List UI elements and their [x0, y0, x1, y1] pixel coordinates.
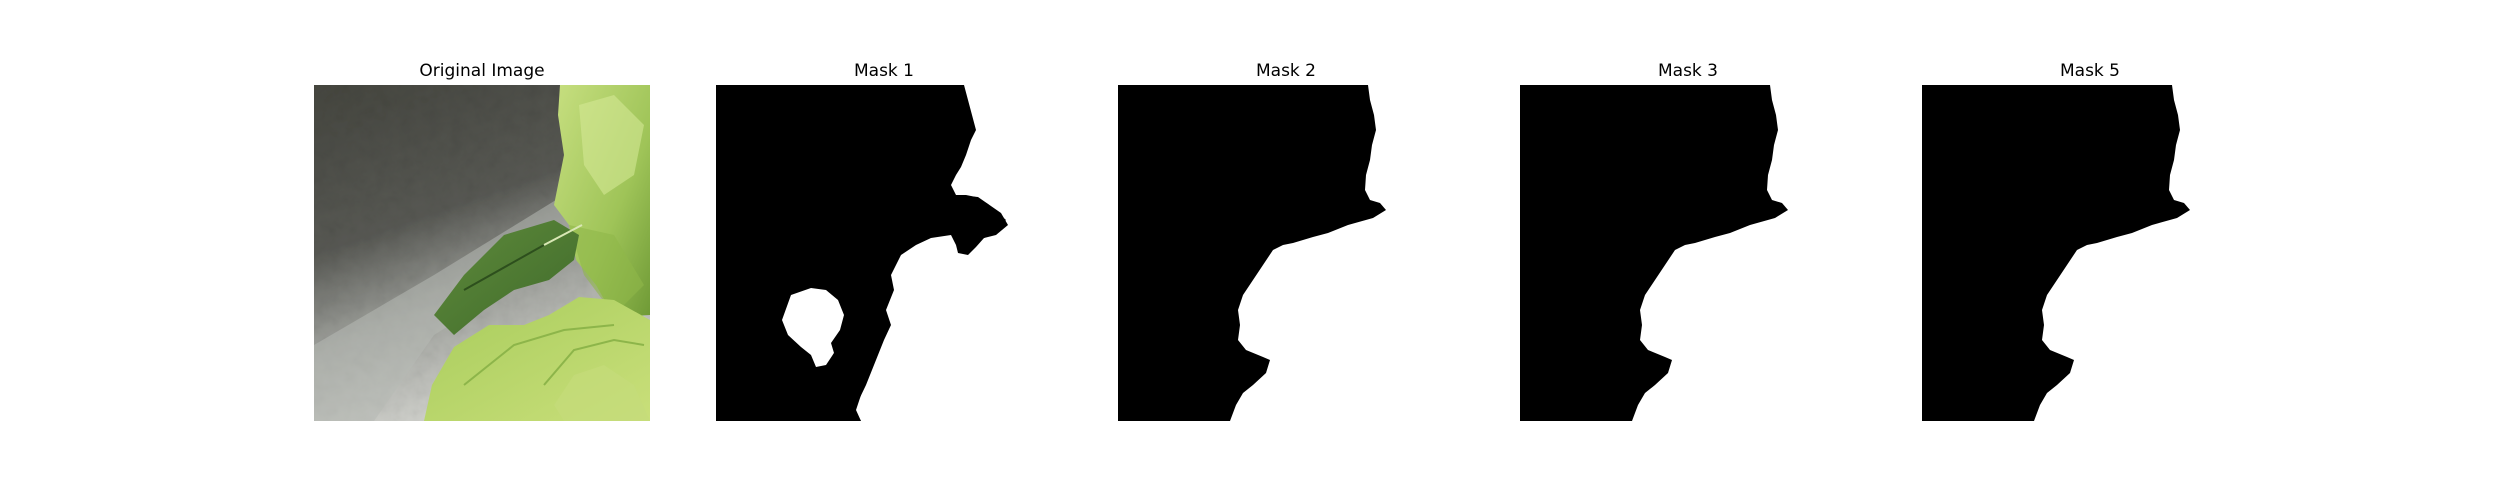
- panel-title-mask-3: Mask 3: [1657, 61, 1718, 81]
- mask-1-image: [716, 85, 1052, 421]
- mask-2-image: [1118, 85, 1454, 421]
- mask-2-panel: Mask 2: [1118, 0, 1454, 500]
- original-image: [314, 85, 650, 421]
- panel-title-mask-2: Mask 2: [1255, 61, 1316, 81]
- mask-5-panel: Mask 5: [1922, 0, 2258, 500]
- panel-title-mask-5: Mask 5: [2059, 61, 2120, 81]
- mask-3-image: [1520, 85, 1856, 421]
- original-image-panel: Original Image: [314, 0, 650, 500]
- mask-3-panel: Mask 3: [1520, 0, 1856, 500]
- panel-title-original-image: Original Image: [419, 61, 545, 81]
- panel-title-mask-1: Mask 1: [853, 61, 914, 81]
- mask-5-image: [1922, 85, 2258, 421]
- mask-1-panel: Mask 1: [716, 0, 1052, 500]
